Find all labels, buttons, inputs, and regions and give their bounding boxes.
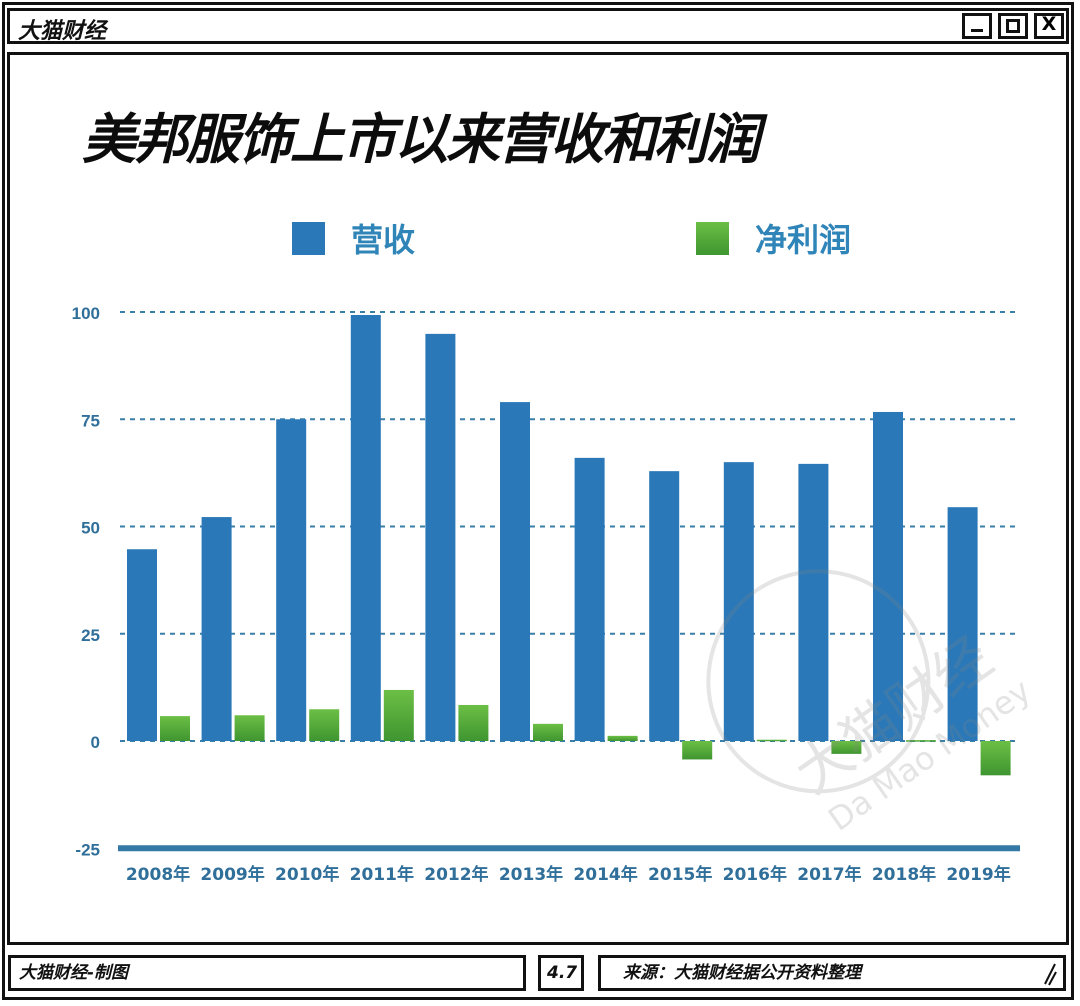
profit-bar [309,709,340,741]
version-text: 4.7 [547,963,578,983]
maximize-button[interactable] [998,13,1028,39]
x-tick-label: 2008年 [126,864,190,885]
revenue-bar [649,471,680,741]
x-tick-label: 2018年 [872,864,936,885]
profit-bar [607,735,638,741]
y-tick-label: 25 [81,626,100,645]
revenue-bar [276,419,307,741]
watermark: 大猫财经 Da Mao Money [706,569,1038,839]
close-icon: X [1041,13,1057,35]
profit-bar [234,715,265,741]
footer-version: 4.7 [538,955,584,991]
profit-bar [980,741,1011,776]
revenue-bar [873,411,903,741]
legend-label-revenue: 营收 [351,221,416,259]
footer-source: 来源：大猫财经据公开资料整理 [598,955,1066,991]
x-tick-label: 2010年 [275,864,339,885]
profit-bar [682,741,713,760]
legend-item-profit: 净利润 [696,215,851,261]
credit-text: 大猫财经-制图 [19,963,129,983]
x-tick-label: 2016年 [723,864,787,885]
x-tick-label: 2015年 [648,864,712,885]
y-tick-label: 50 [81,519,100,538]
profit-bar [458,704,489,741]
bars [127,315,1011,776]
bar-chart: 100 75 50 25 0 -25 2008年 2009年 2010年 2011年 2012年 20… [72,304,1038,885]
x-tick-label: 2012年 [424,864,488,885]
hatch-icon [1044,963,1057,986]
chart-title: 美邦服饰上市以来营收和利润 [82,108,760,171]
revenue-bar [798,463,829,741]
app-title: 大猫财经 [18,19,107,44]
x-tick-label: 2019年 [946,864,1010,885]
y-tick-label: 75 [81,411,100,430]
revenue-bar [500,402,530,741]
footer-credit: 大猫财经-制图 [8,955,526,991]
profit-bar [533,723,563,741]
x-tick-label: 2017年 [797,864,861,885]
revenue-bar [574,457,605,741]
profit-bar [383,689,414,741]
x-tick-label: 2011年 [350,864,414,885]
revenue-bar [201,517,232,741]
revenue-bar [425,333,456,741]
profit-bar [756,739,787,742]
x-tick-label: 2013年 [499,864,563,885]
chart-panel: 美邦服饰上市以来营收和利润 营收 净利润 100 75 50 25 0 -25 2008年 2… [7,52,1069,945]
profit-bar [160,716,190,741]
profit-bar [831,741,862,754]
y-tick-label: 100 [72,304,100,323]
x-tick-label: 2014年 [573,864,637,885]
legend-label-profit: 净利润 [755,221,852,259]
title-bar: 大猫财经 X [7,8,1069,44]
revenue-bar [947,507,978,741]
source-text: 来源：大猫财经据公开资料整理 [623,963,861,983]
legend-swatch-revenue [292,221,325,255]
legend-item-revenue: 营收 [292,215,415,261]
minimize-button[interactable] [962,13,992,39]
close-button[interactable]: X [1034,13,1064,39]
profit-bar [906,740,936,742]
legend-swatch-profit [696,221,729,255]
revenue-bar [127,549,157,741]
y-tick-label: -25 [75,840,100,859]
y-tick-label: 0 [91,733,100,752]
axes: 100 75 50 25 0 -25 2008年 2009年 2010年 2011年 2012年 20… [72,304,1020,885]
revenue-bar [350,315,381,741]
revenue-bar [723,462,754,741]
x-tick-label: 2009年 [200,864,264,885]
